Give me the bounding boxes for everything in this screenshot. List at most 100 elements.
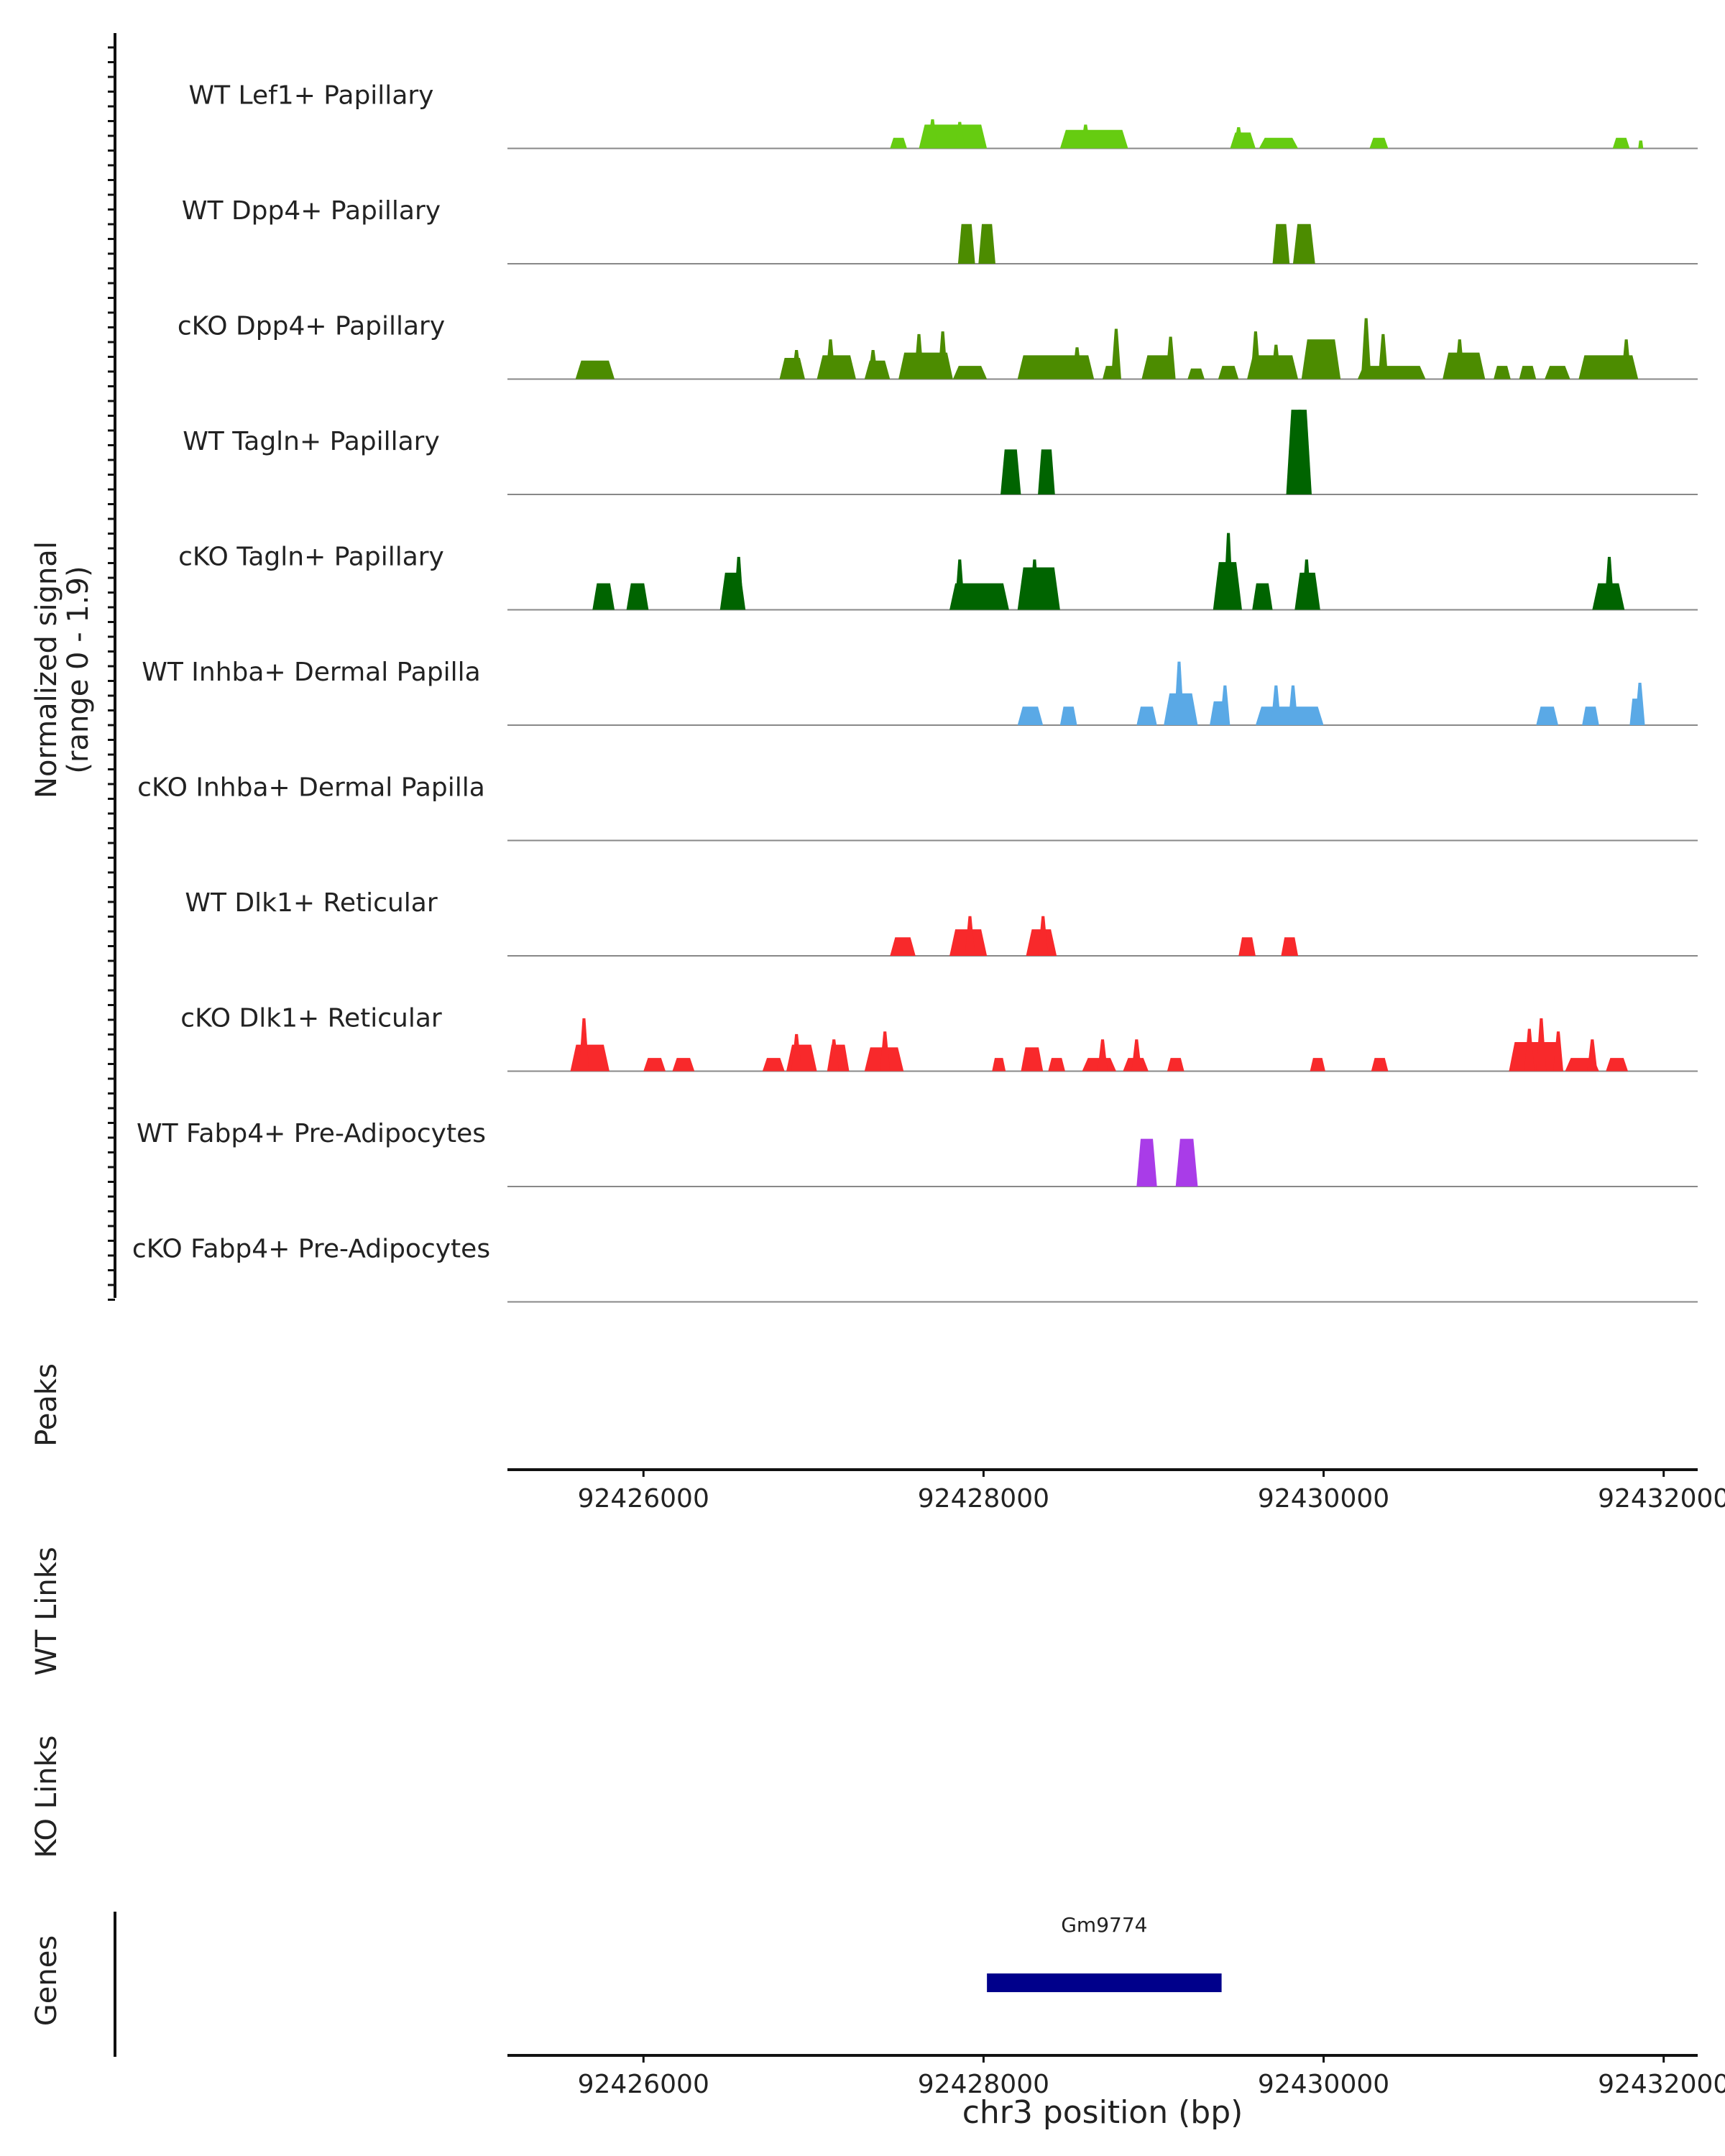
signal-peak — [575, 360, 615, 379]
signal-peak — [1048, 1058, 1065, 1072]
signal-spike — [1294, 410, 1305, 494]
signal-peak — [1136, 706, 1157, 725]
signal-peak — [816, 355, 856, 379]
signal-peak — [1187, 368, 1205, 379]
signal-peak — [672, 1058, 695, 1072]
signal-peak — [1218, 366, 1239, 379]
signal-y-ticks — [108, 46, 115, 1301]
signal-peak — [952, 366, 988, 379]
signal-spike — [1165, 336, 1176, 379]
track-label: cKO Dpp4+ Papillary — [178, 312, 445, 341]
x-tick-label: 92430000 — [1258, 1484, 1389, 1514]
signal-spike — [1378, 333, 1389, 379]
signal-spike — [579, 1018, 589, 1072]
signal-y-title-main: Normalized signal — [30, 541, 63, 798]
track: WT Tagln+ Papillary — [183, 410, 1698, 495]
signal-spike — [1553, 1031, 1564, 1072]
signal-spike — [829, 1039, 840, 1072]
signal-peak — [992, 1058, 1006, 1072]
signal-peak — [1606, 1058, 1629, 1072]
track-label: cKO Dlk1+ Reticular — [180, 1004, 442, 1033]
track: cKO Dpp4+ Papillary — [178, 312, 1698, 380]
signal-spike — [1029, 559, 1040, 610]
signal-spike — [1271, 344, 1282, 379]
signal-peak — [1167, 1058, 1184, 1072]
signal-peak — [592, 583, 615, 610]
signal-peak — [1536, 706, 1559, 725]
signal-peak — [1059, 706, 1077, 725]
signal-peak — [1017, 355, 1095, 379]
signal-peak — [1612, 137, 1630, 149]
signal-peak — [1059, 129, 1128, 149]
signal-peak — [762, 1058, 785, 1072]
signal-spike — [1587, 1039, 1598, 1072]
signal-spike — [1131, 1039, 1142, 1072]
track-label: cKO Tagln+ Papillary — [178, 543, 444, 572]
signal-spike — [1250, 331, 1261, 379]
track-label: WT Lef1+ Papillary — [189, 81, 434, 111]
signal-peak — [1021, 1047, 1044, 1072]
track-label: WT Dpp4+ Papillary — [182, 196, 441, 226]
x-tick-label: 92428000 — [918, 2070, 1049, 2099]
x-tick-label: 92432000 — [1598, 2070, 1725, 2099]
signal-peak — [1038, 449, 1055, 494]
track: cKO Dlk1+ Reticular — [180, 1004, 1698, 1072]
signal-spike — [791, 1033, 802, 1072]
signal-peak — [1238, 937, 1256, 956]
signal-peak — [1000, 449, 1021, 494]
track-label: cKO Fabp4+ Pre-Adipocytes — [132, 1235, 490, 1264]
genes-panel-label: Genes — [30, 1935, 63, 2026]
signal-peak — [1141, 355, 1174, 379]
track: cKO Tagln+ Papillary — [178, 533, 1698, 611]
gene-label: Gm9774 — [1061, 1913, 1147, 1937]
signal-peak — [1281, 937, 1299, 956]
signal-peak — [1443, 352, 1486, 379]
signal-spike — [1454, 339, 1465, 379]
signal-peak — [1519, 366, 1537, 379]
signal-spike — [791, 349, 802, 379]
signal-spike — [733, 556, 744, 610]
signal-peak — [1310, 1058, 1325, 1072]
signal-peak — [1301, 339, 1341, 379]
x-tick-label: 92432000 — [1598, 1484, 1725, 1514]
signal-peak — [949, 583, 1009, 610]
signal-spike — [1220, 685, 1230, 725]
signal-spike — [1233, 127, 1244, 149]
signal-spike — [1098, 1039, 1108, 1072]
signal-spike — [937, 331, 948, 379]
signal-peak — [957, 224, 975, 264]
signal-spike — [1271, 685, 1282, 725]
track: cKO Inhba+ Dermal Papilla — [137, 773, 1698, 842]
signal-peak — [1272, 224, 1290, 264]
track-label: WT Tagln+ Papillary — [183, 427, 440, 456]
signal-peak — [1357, 366, 1426, 379]
genes-x-axis: 92426000 92428000 92430000 92432000 — [578, 2055, 1725, 2099]
signal-spike — [954, 121, 965, 149]
signal-spike — [1287, 685, 1298, 725]
signal-spike — [1524, 1028, 1535, 1072]
signal-y-title: Normalized signal (range 0 - 1.9) — [30, 541, 95, 798]
signal-peak — [1136, 1138, 1157, 1187]
track: WT Dpp4+ Papillary — [182, 196, 1698, 264]
signal-spike — [1604, 556, 1614, 610]
signal-peak — [1369, 137, 1389, 149]
signal-spike — [825, 339, 836, 379]
signal-spike — [1110, 328, 1121, 379]
gene-track: Gm9774 — [987, 1913, 1222, 1992]
wt-links-panel-label: WT Links — [30, 1547, 63, 1675]
signal-peak — [1638, 140, 1644, 149]
signal-spike — [1634, 683, 1645, 725]
signal-spike — [1361, 318, 1371, 379]
track: WT Lef1+ Papillary — [189, 81, 1698, 149]
signal-peak — [1582, 706, 1599, 725]
peaks-x-axis: 92426000 92428000 92430000 92432000 — [578, 1470, 1725, 1514]
signal-spike — [1080, 124, 1091, 149]
track-label: cKO Inhba+ Dermal Papilla — [137, 773, 485, 803]
signal-peak — [1509, 1041, 1562, 1072]
signal-spike — [1536, 1018, 1547, 1072]
signal-peak — [1371, 1058, 1389, 1072]
signal-peak — [1494, 366, 1511, 379]
signal-spike — [927, 119, 938, 149]
signal-peak — [1175, 1138, 1198, 1187]
